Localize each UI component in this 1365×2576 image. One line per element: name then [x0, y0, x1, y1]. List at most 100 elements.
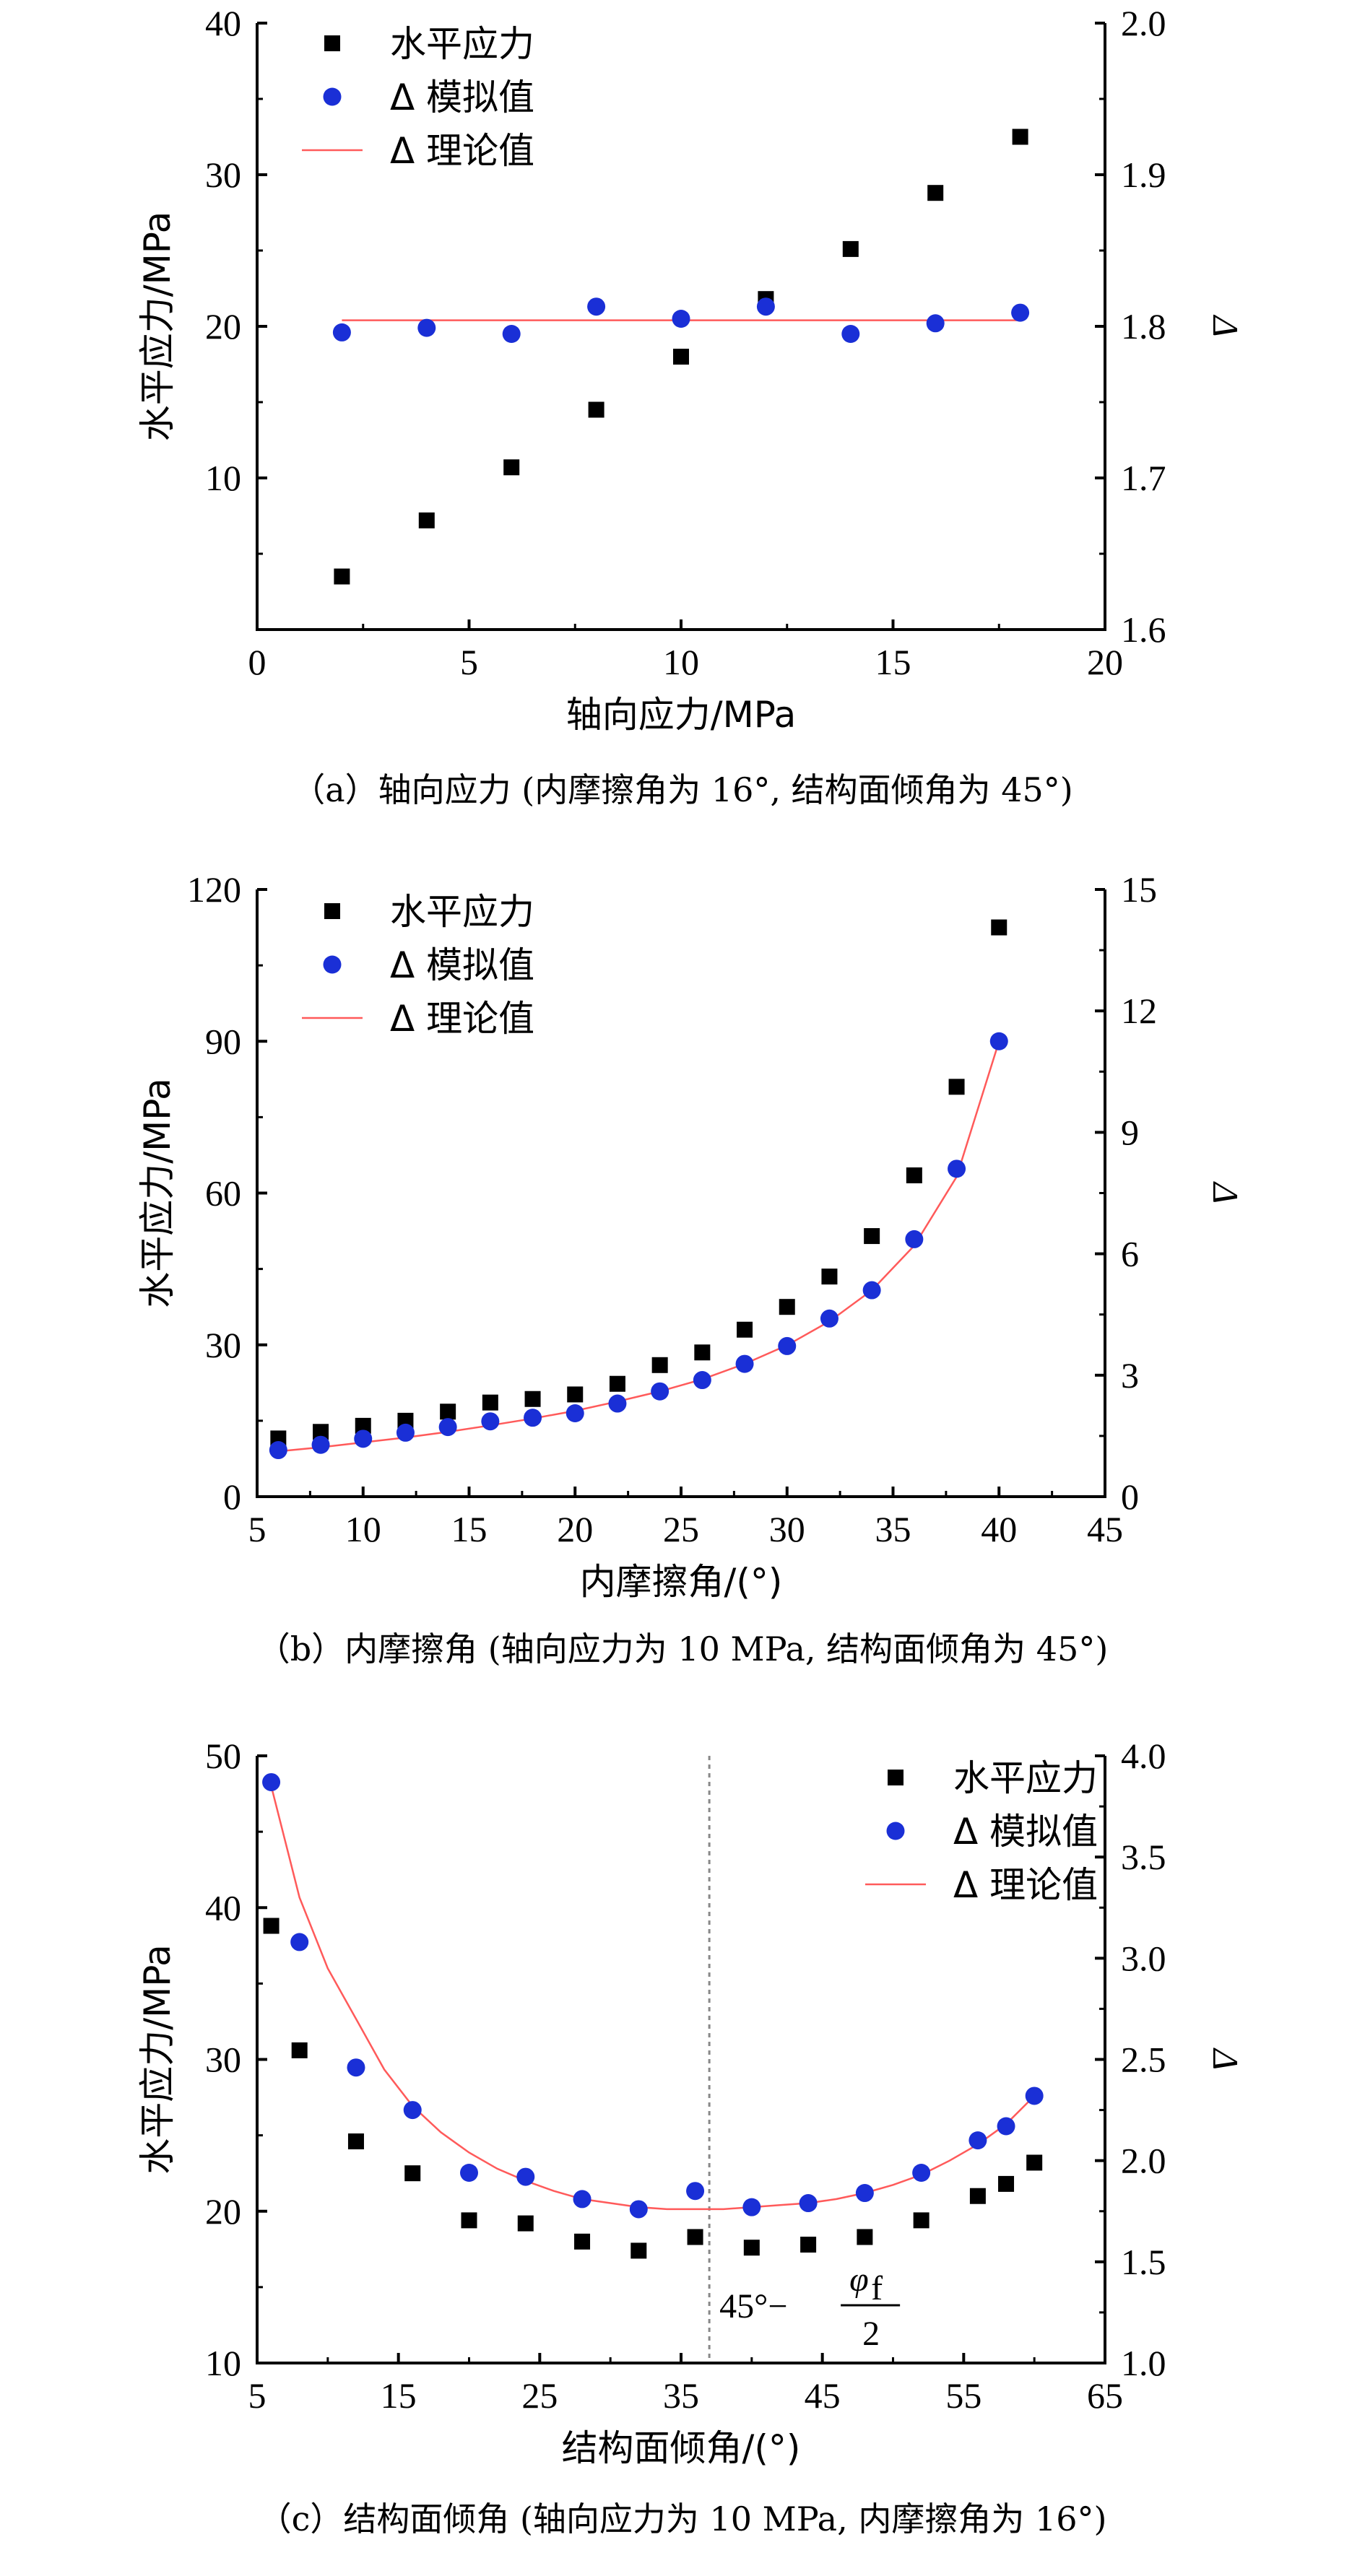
legend-square-marker [324, 903, 340, 919]
y2-tick-label: 2.0 [1121, 2141, 1166, 2181]
x-tick-label: 5 [248, 2375, 266, 2416]
simulated-delta-point [516, 2167, 535, 2186]
annotation-subscript: f [871, 2269, 883, 2307]
simulated-delta-point [460, 2163, 478, 2182]
x-tick-label: 35 [663, 2375, 699, 2416]
horizontal-stress-point [630, 2242, 647, 2259]
horizontal-stress-point [524, 1391, 541, 1407]
x-axis-label: 结构面倾角/(°) [562, 2427, 801, 2469]
simulated-delta-point [524, 1409, 542, 1427]
horizontal-stress-point [857, 2229, 873, 2245]
x-tick-label: 15 [451, 1509, 488, 1549]
x-tick-label: 15 [381, 2375, 417, 2416]
y2-tick-label: 12 [1121, 991, 1157, 1031]
panel-a: 0 5 10 15 20 10 20 30 40 1.6 1.7 1.8 1.9 2.0 轴向应力/MPa 水… [136, 3, 1246, 809]
simulated-delta-point [573, 2190, 592, 2209]
simulated-delta-point [481, 1412, 500, 1431]
horizontal-stress-point [687, 2229, 703, 2245]
y-tick-label: 40 [205, 3, 241, 43]
x-axis-label: 内摩擦角/(°) [580, 1561, 783, 1603]
y-tick-label: 10 [205, 2343, 241, 2383]
panel-caption: （c）结构面倾角 (轴向应力为 10 MPa, 内摩擦角为 16°) [259, 2499, 1107, 2538]
simulated-delta-point [608, 1394, 627, 1413]
simulated-delta-point [948, 1159, 966, 1178]
horizontal-stress-point [842, 240, 859, 257]
axes-frame [256, 889, 1106, 1498]
y-tick-label: 30 [205, 155, 241, 195]
simulated-delta-point [262, 1772, 281, 1791]
simulated-delta-point [396, 1423, 415, 1442]
y-tick-label: 20 [205, 2191, 241, 2232]
y2-tick-label: 6 [1121, 1234, 1139, 1274]
y2-tick-label: 1.8 [1121, 306, 1166, 347]
horizontal-stress-point [948, 1079, 965, 1095]
horizontal-stress-point [588, 401, 604, 418]
horizontal-stress-point [737, 1321, 753, 1338]
simulated-delta-point [651, 1382, 670, 1401]
y2-tick-label: 1.7 [1121, 458, 1166, 498]
y-tick-label: 90 [205, 1021, 241, 1061]
simulated-delta-point [841, 325, 860, 343]
horizontal-stress-point [821, 1269, 838, 1285]
simulated-delta-point [438, 1418, 457, 1437]
horizontal-stress-point [263, 1918, 280, 1934]
x-tick-label: 35 [875, 1509, 911, 1549]
simulated-delta-point [311, 1435, 330, 1454]
horizontal-stress-point [743, 2240, 760, 2256]
x-tick-label: 15 [875, 642, 911, 682]
x-tick-label: 10 [663, 642, 699, 682]
horizontal-stress-point [404, 2165, 421, 2182]
simulated-delta-point [742, 2198, 761, 2216]
y2-tick-label: 9 [1121, 1112, 1139, 1152]
simulated-delta-point [566, 1404, 584, 1423]
x-tick-label: 65 [1087, 2375, 1123, 2416]
simulated-delta-point [926, 314, 945, 333]
legend: 水平应力 Δ 模拟值 Δ 理论值 [302, 891, 534, 1040]
y2-axis-label: Δ [1205, 2048, 1246, 2070]
panel-b: 5 10 15 20 25 30 35 40 45030609012003691215内摩擦角/… [136, 869, 1246, 1668]
horizontal-stress-point [991, 919, 1008, 936]
x-tick-label: 20 [1087, 642, 1123, 682]
annotation-denominator: 2 [862, 2315, 880, 2353]
simulated-delta-point [587, 297, 606, 316]
x-tick-label: 0 [248, 642, 266, 682]
simulated-delta-point [290, 1933, 309, 1951]
horizontal-stress-point [913, 2212, 930, 2229]
horizontal-stress-point [574, 2233, 591, 2250]
y-axis-label: 水平应力/MPa [136, 1944, 178, 2175]
x-tick-label: 20 [557, 1509, 593, 1549]
y-tick-label: 120 [187, 869, 241, 910]
y2-tick-label: 3.5 [1121, 1837, 1166, 1877]
simulated-delta-point [778, 1336, 797, 1355]
horizontal-stress-point [906, 1167, 922, 1183]
legend-label: Δ 理论值 [953, 1864, 1098, 1906]
horizontal-stress-point [800, 2237, 817, 2253]
y-axis-label: 水平应力/MPa [136, 1078, 178, 1308]
simulated-delta-point [417, 318, 436, 337]
x-tick-label: 45 [805, 2375, 841, 2416]
legend: 水平应力 Δ 模拟值 Δ 理论值 [302, 23, 534, 172]
simulated-delta-point [862, 1281, 881, 1300]
horizontal-stress-point [313, 1424, 329, 1440]
y2-tick-label: 4.0 [1121, 1736, 1166, 1776]
y2-tick-label: 1.5 [1121, 2242, 1166, 2282]
horizontal-stress-point [969, 2188, 986, 2204]
y2-tick-label: 1.0 [1121, 2343, 1166, 2383]
panel-caption: （b）内摩擦角 (轴向应力为 10 MPa, 结构面倾角为 45°) [257, 1629, 1109, 1668]
simulated-delta-point [905, 1230, 924, 1248]
x-tick-label: 45 [1087, 1509, 1123, 1549]
simulated-delta-point [347, 2058, 365, 2077]
simulated-delta-point [735, 1354, 754, 1373]
simulated-delta-point [269, 1441, 287, 1460]
legend-circle-marker [886, 1822, 905, 1840]
y2-axis-label: Δ [1205, 314, 1246, 336]
horizontal-stress-point [347, 2133, 364, 2150]
y-tick-label: 10 [205, 458, 241, 498]
horizontal-stress-point [927, 185, 944, 201]
horizontal-stress-point [1026, 2154, 1043, 2171]
horizontal-stress-point [461, 2212, 477, 2229]
simulated-delta-point [629, 2200, 648, 2219]
legend-square-marker [324, 35, 340, 51]
simulated-delta-point [332, 323, 351, 341]
